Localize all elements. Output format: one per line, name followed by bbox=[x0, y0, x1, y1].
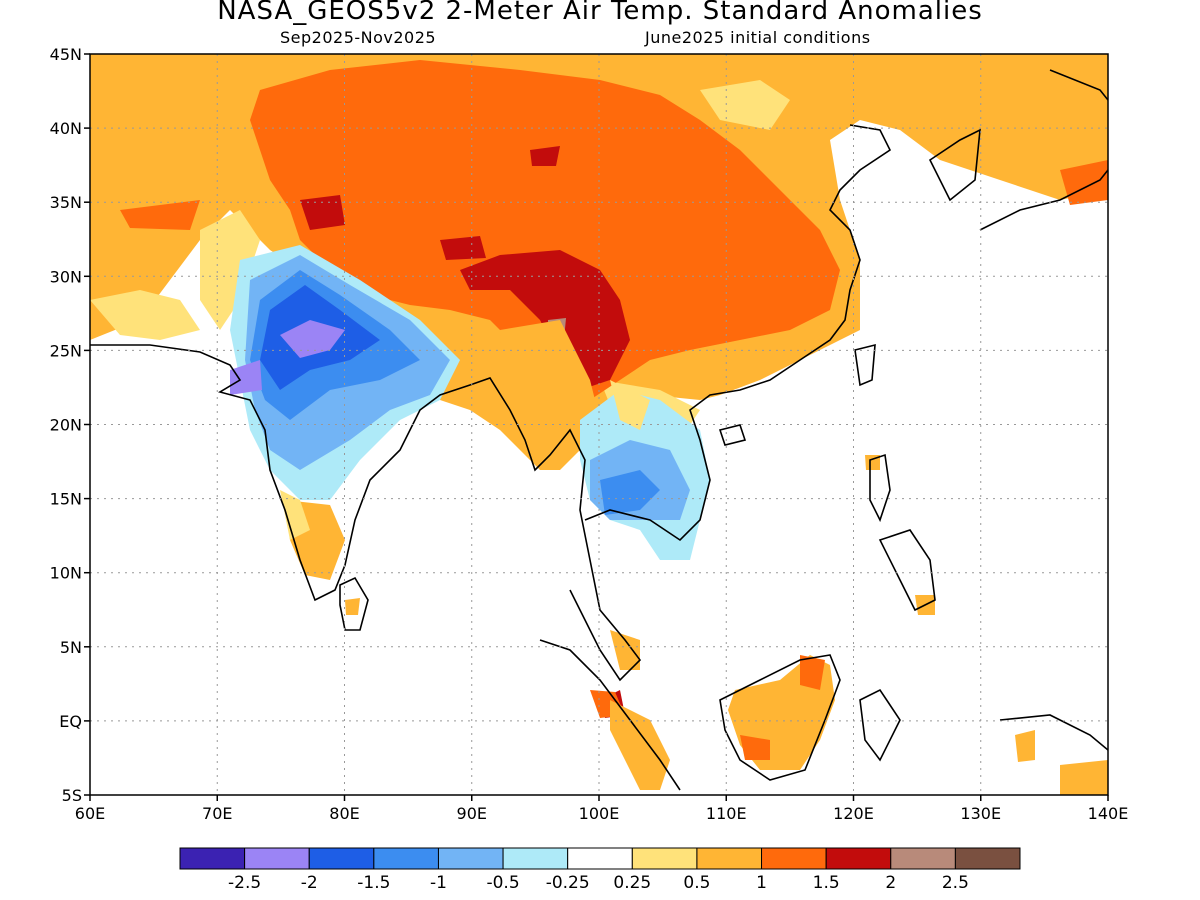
weak-warm-patch bbox=[200, 210, 260, 330]
very-strong-warm-patch bbox=[460, 250, 630, 390]
colorbar-label: 2.5 bbox=[942, 873, 969, 893]
colorbar-swatch bbox=[308, 847, 375, 870]
warm-anomaly-patch bbox=[1015, 730, 1035, 762]
lon-tick-label: 90E bbox=[457, 804, 487, 823]
lat-lon-grid bbox=[90, 54, 1108, 795]
lon-tick-label: 130E bbox=[960, 804, 1001, 823]
colorbar-swatch bbox=[890, 847, 956, 870]
lat-tick-label: 35N bbox=[50, 193, 82, 212]
very-strong-warm-patch bbox=[530, 146, 560, 166]
colorbar-swatch bbox=[567, 847, 633, 870]
colorbar-label: -2.5 bbox=[228, 873, 261, 893]
colorbar-swatch bbox=[437, 847, 504, 870]
colorbar-label: 1.5 bbox=[813, 873, 840, 893]
lon-tick-label: 80E bbox=[329, 804, 359, 823]
colorbar-swatch bbox=[696, 847, 763, 870]
lat-tick-label: 20N bbox=[50, 416, 82, 435]
colorbar-swatch bbox=[179, 847, 246, 870]
lat-tick-label: EQ bbox=[59, 712, 82, 731]
lat-tick-label: 10N bbox=[50, 564, 82, 583]
lon-tick-label: 140E bbox=[1088, 804, 1129, 823]
colorbar-swatch bbox=[761, 847, 827, 870]
very-strong-cold-region bbox=[280, 320, 345, 358]
lat-tick-label: 40N bbox=[50, 119, 82, 138]
lon-tick-label: 120E bbox=[833, 804, 874, 823]
strong-warm-patch bbox=[120, 200, 200, 230]
strong-warm-patch bbox=[740, 735, 770, 760]
colorbar-swatch bbox=[244, 847, 310, 870]
colorbar-label: 2 bbox=[885, 873, 896, 893]
weak-warm-patch bbox=[90, 290, 200, 340]
strong-warm-region bbox=[250, 60, 840, 410]
lat-tick-label: 30N bbox=[50, 267, 82, 286]
warm-anomaly-patch bbox=[345, 598, 360, 615]
colorbar-swatch bbox=[502, 847, 569, 870]
lat-tick-label: 5S bbox=[62, 786, 82, 805]
initial-conditions-subtitle: June2025 initial conditions bbox=[645, 28, 871, 47]
weak-warm-patch bbox=[280, 490, 310, 540]
very-strong-warm-patch bbox=[440, 236, 486, 260]
coastlines bbox=[90, 69, 1108, 791]
strong-warm-patch bbox=[800, 655, 825, 690]
map-title: NASA_GEOS5v2 2-Meter Air Temp. Standard … bbox=[217, 0, 983, 26]
colorbar: -2.5 -2 -1.5 -1 -0.5 -0.25 0.25 0.5 1 1.5 2 2.5 bbox=[179, 847, 1021, 893]
very-strong-warm-patch bbox=[300, 195, 345, 230]
warm-anomaly-patch bbox=[610, 630, 640, 670]
warm-anomaly-region bbox=[500, 320, 600, 470]
weak-warm-patch bbox=[700, 80, 790, 130]
lat-tick-label: 25N bbox=[50, 341, 82, 360]
colorbar-label: -1 bbox=[430, 873, 447, 893]
colorbar-label: 0.5 bbox=[683, 873, 710, 893]
axis-ticks: 60E 70E 80E 90E 100E 110E 120E 130E 140E 45N 40N 35… bbox=[50, 45, 1129, 823]
colorbar-swatch bbox=[954, 847, 1021, 870]
colorbar-swatch bbox=[825, 847, 892, 870]
colorbar-label: -2 bbox=[301, 873, 318, 893]
lat-tick-label: 5N bbox=[60, 638, 82, 657]
lon-tick-label: 70E bbox=[202, 804, 232, 823]
lon-tick-label: 60E bbox=[75, 804, 105, 823]
colorbar-label: 0.25 bbox=[613, 873, 651, 893]
colorbar-label: -1.5 bbox=[357, 873, 390, 893]
warm-anomaly-patch bbox=[610, 700, 670, 790]
colorbar-label: 1 bbox=[756, 873, 767, 893]
colorbar-swatch bbox=[631, 847, 698, 870]
colorbar-swatch bbox=[373, 847, 439, 870]
colorbar-label: -0.5 bbox=[486, 873, 519, 893]
moderate-cold-region bbox=[600, 470, 660, 515]
lon-tick-label: 110E bbox=[706, 804, 747, 823]
lat-tick-label: 45N bbox=[50, 45, 82, 64]
warm-anomaly-patch bbox=[1060, 760, 1108, 795]
anomaly-field bbox=[90, 54, 1108, 795]
lat-tick-label: 15N bbox=[50, 490, 82, 509]
weak-warm-patch bbox=[610, 380, 650, 430]
very-strong-cold-region bbox=[230, 360, 262, 395]
season-subtitle: Sep2025-Nov2025 bbox=[280, 28, 437, 47]
colorbar-label: -0.25 bbox=[546, 873, 590, 893]
lon-tick-label: 100E bbox=[579, 804, 620, 823]
